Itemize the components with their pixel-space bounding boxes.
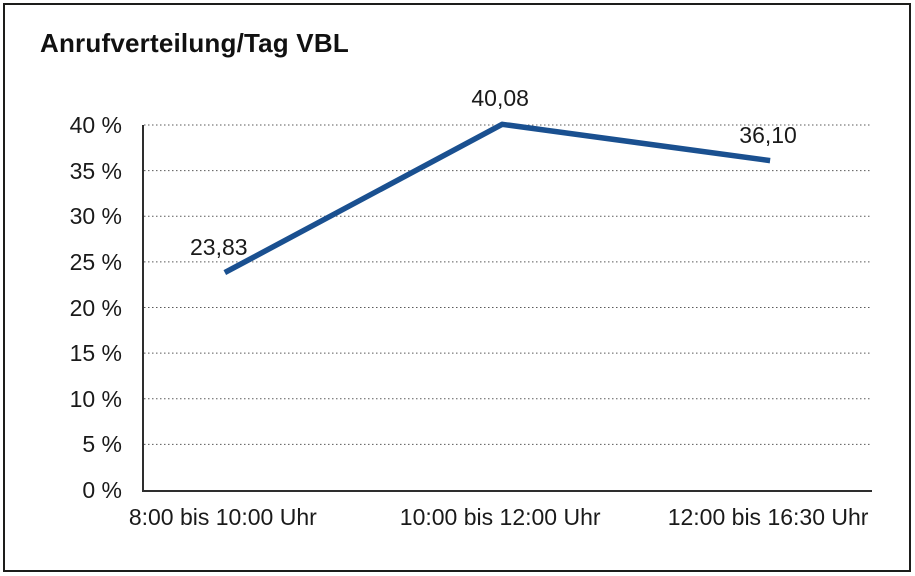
y-tick-label: 25 %	[69, 248, 122, 275]
y-tick-label: 0 %	[82, 477, 122, 503]
data-point-label: 23,83	[190, 233, 248, 260]
y-tick-label: 40 %	[69, 112, 122, 138]
x-category-label: 10:00 bis 12:00 Uhr	[399, 504, 601, 530]
x-category-label: 8:00 bis 10:00 Uhr	[128, 504, 317, 530]
chart-title: Anrufverteilung/Tag VBL	[40, 28, 349, 58]
y-tick-label: 5 %	[82, 431, 122, 458]
y-tick-label: 20 %	[69, 294, 122, 321]
plot-canvas	[144, 121, 872, 445]
y-tick-label: 30 %	[69, 203, 122, 230]
y-tick-label: 35 %	[69, 157, 122, 184]
data-point-label: 36,10	[739, 121, 797, 148]
chart-frame	[3, 3, 911, 572]
chart-line	[223, 121, 771, 276]
y-tick-label: 15 %	[69, 340, 122, 367]
x-category-label: 12:00 bis 16:30 Uhr	[667, 504, 869, 530]
y-tick-label: 10 %	[69, 385, 122, 412]
y-axis: 0 % 5 % 10 % 15 % 20 % 25 % 30 % 35 % 40 %	[0, 0, 122, 576]
plot-area	[142, 121, 872, 492]
data-point-label: 40,08	[471, 85, 529, 112]
